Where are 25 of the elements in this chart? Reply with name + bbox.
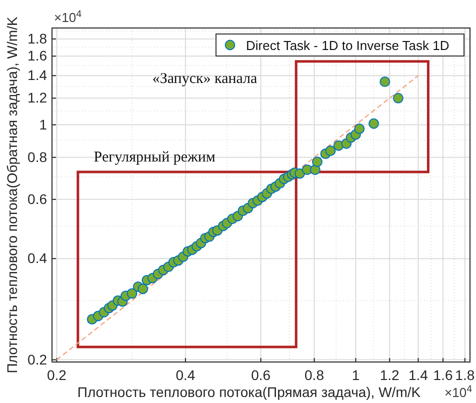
y-tick-label: 1.8 bbox=[28, 30, 48, 46]
y-tick-label: 0.8 bbox=[28, 148, 48, 165]
x-axis-title: Плотность теплового потока(Прямая задача), W/m/K bbox=[77, 384, 422, 400]
annotation: Регулярный режим bbox=[94, 150, 216, 166]
y-tick-label: 0.6 bbox=[28, 190, 48, 207]
x-tick-label: 1.2 bbox=[380, 366, 400, 383]
text: ×10$^{4}$ bbox=[54, 8, 82, 25]
annotation: «Запуск» канала bbox=[152, 71, 258, 88]
x-tick-label: 1.6 bbox=[433, 366, 453, 383]
x-tick-label: 0.4 bbox=[176, 366, 196, 383]
x-tick-label: 0.6 bbox=[251, 366, 271, 383]
y-tick-label: 1.4 bbox=[28, 67, 48, 84]
y-tick-label: 1.2 bbox=[28, 90, 48, 106]
x-tick-label: 0.8 bbox=[304, 366, 324, 383]
y-axis-title: Плотность теплового потока(Обратная задача), W/m/K bbox=[4, 16, 20, 374]
y-tick-label: 0.4 bbox=[28, 250, 48, 266]
text: ×10$^{4}$ bbox=[444, 384, 473, 400]
x-tick-label: 1 bbox=[352, 366, 360, 383]
y-tick-label: 1 bbox=[39, 116, 48, 132]
y-tick-label: 0.2 bbox=[28, 351, 48, 368]
legend-label: Direct Task - 1D to Inverse Task 1D bbox=[246, 38, 450, 53]
y-tick-label: 1.6 bbox=[28, 48, 48, 64]
x-tick-label: 1.4 bbox=[408, 366, 428, 383]
x-tick-label: 0.2 bbox=[46, 366, 67, 383]
x-tick-label: 1.8 bbox=[455, 366, 475, 383]
